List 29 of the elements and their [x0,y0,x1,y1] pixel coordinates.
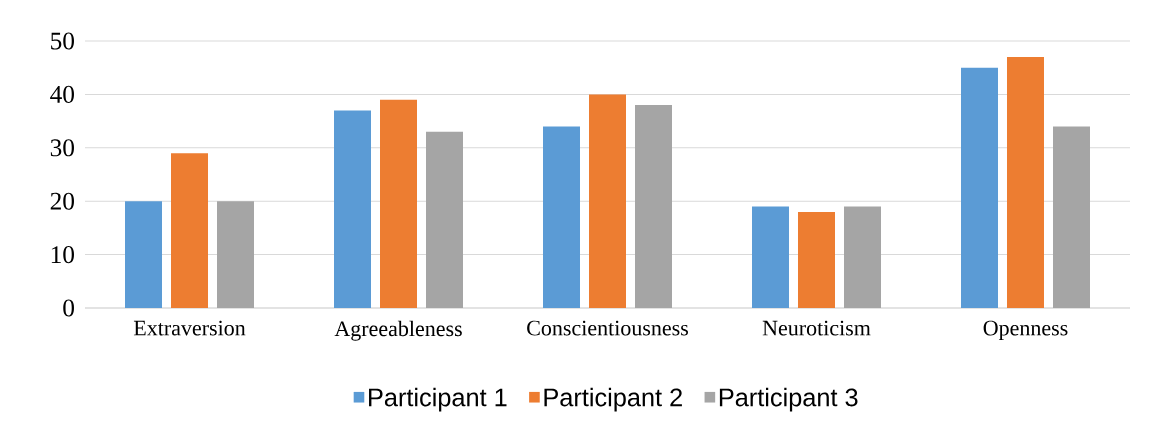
bar [798,211,835,308]
bar [334,110,371,308]
x-tick-label: Openness [983,320,1068,340]
y-tick-label: 30 [50,139,74,157]
bar [844,206,881,308]
bar [752,206,789,308]
bar [125,201,163,308]
x-tick-label: Neuroticism [762,320,871,336]
x-tick-label: Agreeableness [334,320,462,341]
x-tick-label: Conscientiousness [527,320,688,336]
x-tick-label: Extraversion [133,320,246,336]
bar [543,126,580,308]
y-tick-label: 10 [51,246,74,264]
bar [1053,126,1090,308]
bar [961,67,998,308]
legend-label: Participant 3 [719,387,858,412]
legend-label: Participant 1 [369,387,507,412]
y-tick-label: 50 [51,32,74,50]
bar [1007,57,1044,308]
y-tick-label: 0 [63,299,74,317]
bar [171,153,209,308]
y-tick-label: 20 [50,192,74,210]
y-tick-label: 40 [50,85,74,103]
legend-label: Participant 2 [544,387,682,412]
bar [426,131,463,308]
bar [217,201,254,308]
bar [635,105,672,308]
bar [589,94,626,308]
bar [380,99,417,308]
